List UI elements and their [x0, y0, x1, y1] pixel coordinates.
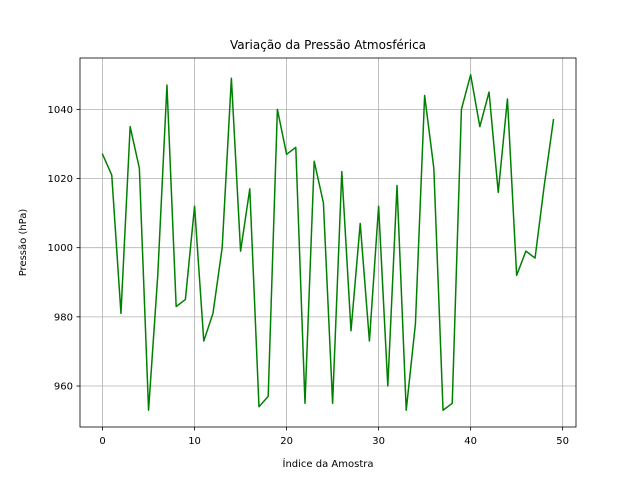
x-axis-title: Índice da Amostra [283, 457, 374, 470]
x-tick-label: 20 [280, 436, 293, 447]
y-tick-label: 1000 [48, 243, 73, 254]
y-tick-label: 1020 [48, 174, 73, 185]
x-tick-label: 10 [188, 436, 201, 447]
plot-frame [79, 57, 577, 428]
series-line [101, 74, 555, 411]
x-tick-label: 30 [372, 436, 385, 447]
x-tick-label: 40 [464, 436, 477, 447]
y-tick-label: 1040 [48, 105, 73, 116]
y-axis: 960 980 1000 1020 1040 [48, 105, 80, 393]
y-axis-title: Pressão (hPa) [18, 209, 29, 277]
grid [80, 58, 576, 427]
y-tick-label: 960 [54, 382, 73, 393]
x-tick-label: 0 [99, 436, 105, 447]
x-tick-label: 50 [556, 436, 569, 447]
x-axis: 0 10 20 30 40 50 [99, 427, 569, 447]
y-tick-label: 980 [54, 312, 73, 323]
chart-title: Variação da Pressão Atmosférica [230, 38, 426, 52]
plot-area [80, 58, 576, 427]
series-group [101, 74, 555, 411]
